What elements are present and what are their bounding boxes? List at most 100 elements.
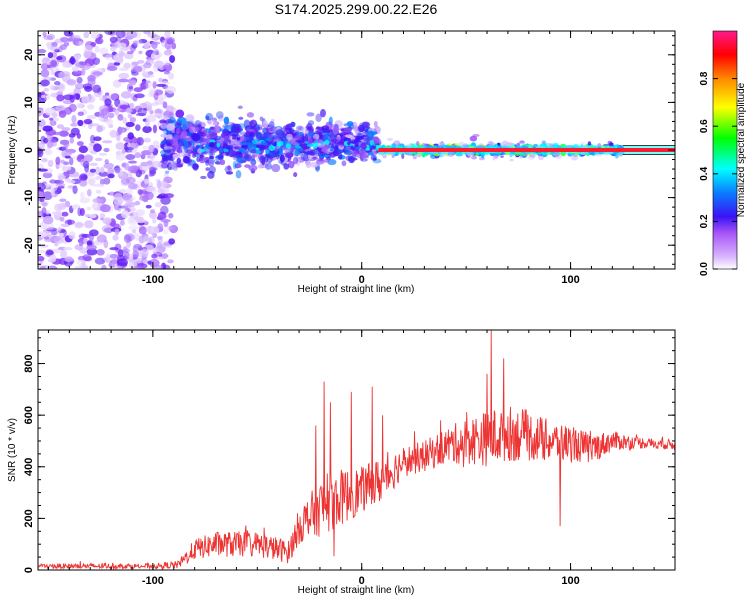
spectrogram-cell bbox=[182, 145, 188, 150]
spectrogram-cell bbox=[297, 137, 305, 145]
spectrogram-cell bbox=[103, 147, 110, 153]
chart-title: S174.2025.299.00.22.E26 bbox=[275, 1, 438, 17]
colorbar-tick-label: 0.2 bbox=[699, 214, 710, 228]
spectrogram-cell bbox=[38, 255, 45, 262]
spectrogram-cell bbox=[114, 167, 123, 173]
spectrogram-cell bbox=[74, 265, 86, 269]
spectrogram-cell bbox=[147, 71, 154, 76]
spectrogram-cell bbox=[115, 142, 125, 150]
spectrogram-cell bbox=[580, 141, 586, 145]
spectrogram-cell bbox=[218, 147, 224, 153]
spectrogram-cell bbox=[200, 137, 208, 143]
spectrogram-cell bbox=[162, 228, 170, 235]
spectrogram-cell bbox=[359, 122, 369, 127]
spectrogram-cell bbox=[294, 135, 303, 141]
spectrogram-cell bbox=[188, 141, 195, 148]
spectrogram-cell bbox=[246, 112, 255, 118]
spectrogram-cell bbox=[237, 105, 243, 110]
spectrogram-cell bbox=[350, 146, 355, 151]
spectrogram-cell bbox=[492, 155, 496, 161]
spectrogram-cell bbox=[148, 173, 154, 177]
spectrogram-cell bbox=[132, 250, 139, 258]
spectrogram-cell bbox=[225, 138, 232, 143]
spectrogram-cell bbox=[215, 135, 222, 140]
spectrogram-cell bbox=[69, 137, 74, 144]
spectrogram-cell bbox=[57, 83, 64, 90]
spectrogram-cell bbox=[343, 127, 352, 133]
spectrogram-cell bbox=[133, 265, 143, 269]
spectrogram-cell bbox=[127, 132, 134, 140]
spectrogram-cell bbox=[123, 234, 132, 243]
spectrogram-cell bbox=[151, 41, 158, 50]
spectrogram-cell bbox=[150, 34, 161, 41]
spectrogram-cell bbox=[570, 154, 579, 161]
spectrogram-cell bbox=[322, 159, 331, 163]
spectrogram-cell bbox=[109, 93, 119, 101]
spectrogram-cell bbox=[135, 113, 147, 117]
spectrogram-cell bbox=[285, 123, 295, 128]
spectrogram-cell bbox=[224, 131, 229, 141]
spectrogram-cell bbox=[234, 142, 243, 148]
snr-ylabel: SNR (10 * v/v) bbox=[7, 418, 18, 482]
spectrogram-cell bbox=[478, 157, 485, 161]
spectrogram-cell bbox=[152, 49, 160, 56]
spectrogram-cell bbox=[230, 125, 240, 133]
spectrogram-cell bbox=[116, 258, 128, 267]
spectrogram-cell bbox=[63, 141, 70, 148]
spectrogram-cell bbox=[296, 132, 304, 136]
y-tick-label: 400 bbox=[23, 458, 35, 476]
spectrogram-cell bbox=[84, 85, 93, 92]
spectrogram-cell bbox=[358, 150, 367, 156]
spectrogram-cell bbox=[133, 243, 142, 249]
colorbar-label: Normalized spectral amplitude bbox=[736, 82, 747, 217]
spectrogram-cell bbox=[161, 252, 168, 260]
spectrogram-cell bbox=[135, 218, 146, 224]
spectrogram-cell bbox=[541, 140, 546, 144]
spectrogram-cell bbox=[502, 140, 508, 144]
spectrogram-cell bbox=[40, 265, 46, 269]
spectrogram-cell bbox=[94, 37, 104, 45]
spectrogram-cell bbox=[71, 66, 80, 72]
spectrogram-cell bbox=[345, 146, 352, 151]
spectrogram-cell bbox=[360, 158, 368, 162]
spectrogram-cell bbox=[128, 253, 134, 260]
spectrogram-cell bbox=[49, 59, 59, 68]
spectrogram-cell bbox=[219, 128, 224, 132]
spectrogram-cell bbox=[76, 222, 84, 227]
spectrogram-cell bbox=[164, 170, 170, 174]
spectrogram-cell bbox=[350, 155, 354, 163]
spectrogram-cell bbox=[164, 31, 171, 39]
spectrogram-cell bbox=[280, 133, 286, 137]
spectrogram-cell bbox=[74, 221, 84, 229]
spectrogram-cell bbox=[195, 145, 200, 149]
spectrogram-cell bbox=[133, 87, 143, 93]
spectrogram-cell bbox=[50, 69, 55, 76]
spectrogram-cell bbox=[80, 62, 91, 71]
spectrogram-cell bbox=[194, 120, 202, 128]
spectrogram-cell bbox=[79, 247, 89, 254]
spectrogram-cell bbox=[337, 141, 345, 146]
spectrogram-cell bbox=[55, 182, 66, 188]
y-tick-label: 200 bbox=[23, 509, 35, 527]
spectrogram-cell bbox=[142, 80, 151, 84]
spectrogram-cell bbox=[264, 149, 270, 154]
spectrogram-cell bbox=[110, 46, 116, 52]
spectrogram-cell bbox=[129, 206, 137, 213]
x-tick-label: 100 bbox=[561, 274, 579, 286]
spectrogram-cell bbox=[47, 265, 58, 269]
spectrogram-cell bbox=[219, 139, 224, 148]
colorbar-axes: 0.0 0.2 0.4 0.6 0.8 bbox=[699, 71, 737, 276]
spectrogram-cell bbox=[114, 228, 120, 236]
spectrogram-cell bbox=[74, 54, 81, 60]
spectrogram-cell bbox=[147, 32, 157, 38]
spectrogram-cell bbox=[305, 151, 315, 156]
spectrogram-cell bbox=[184, 137, 192, 142]
spectrogram-cell bbox=[38, 48, 47, 54]
spectrogram-cell bbox=[66, 78, 77, 86]
spectrogram-cell bbox=[143, 31, 152, 35]
spectrogram-cell bbox=[198, 157, 206, 164]
spectrogram-cell bbox=[88, 178, 95, 186]
spectrogram-cell bbox=[156, 195, 165, 199]
spectrogram-cell bbox=[152, 124, 158, 134]
spectrogram-cell bbox=[347, 153, 357, 160]
